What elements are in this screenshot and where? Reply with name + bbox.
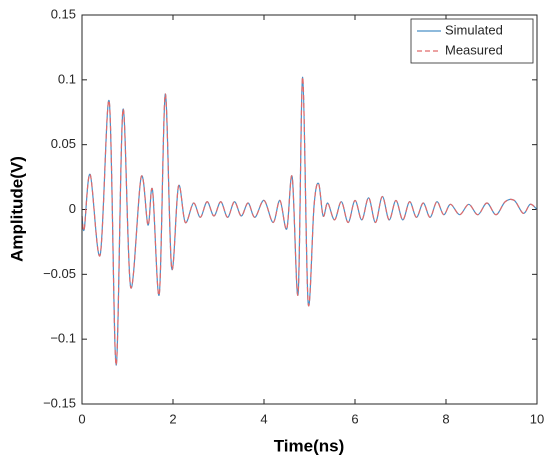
y-tick-label: 0.05 — [51, 136, 76, 151]
plot-frame — [81, 14, 538, 405]
legend-label: Measured — [445, 42, 503, 57]
y-tick-label: −0.1 — [50, 331, 76, 346]
x-tick-label: 4 — [260, 411, 267, 426]
y-tick-label: −0.05 — [43, 266, 76, 281]
legend-label: Simulated — [445, 22, 503, 37]
x-tick-label: 0 — [78, 411, 85, 426]
x-tick-label: 8 — [442, 411, 449, 426]
x-axis-label: Time(ns) — [274, 436, 345, 455]
y-axis-label: Amplitude(V) — [7, 156, 26, 262]
x-tick-label: 10 — [530, 411, 544, 426]
y-tick-label: −0.15 — [43, 395, 76, 410]
y-tick-label: 0.15 — [51, 6, 76, 21]
y-tick-label: 0 — [69, 201, 76, 216]
x-tick-label: 2 — [169, 411, 176, 426]
legend-box — [410, 18, 534, 64]
x-tick-label: 6 — [351, 411, 358, 426]
y-tick-label: 0.1 — [58, 71, 76, 86]
series-line — [81, 76, 538, 366]
